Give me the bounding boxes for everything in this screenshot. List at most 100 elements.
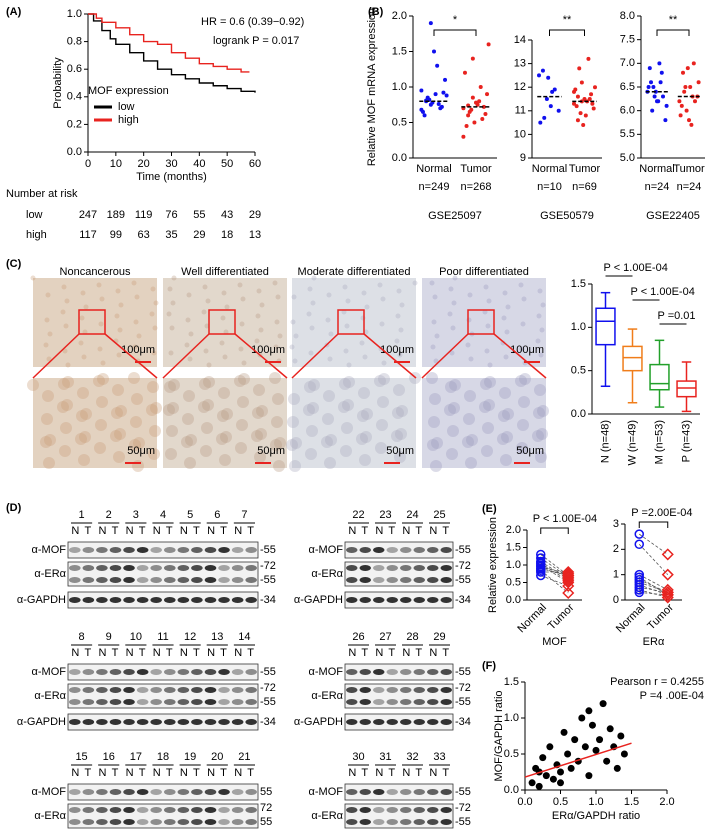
ihc-texture (62, 376, 74, 388)
ihc-texture (396, 288, 402, 294)
lane-number: 1 (79, 509, 85, 521)
mw-marker: -55 (455, 786, 471, 798)
blot-band (109, 547, 122, 553)
ihc-texture (434, 333, 440, 339)
lane-sub: T (415, 525, 422, 537)
lane-sub: T (139, 525, 146, 537)
blot-band (177, 699, 190, 705)
blot-band (164, 819, 176, 825)
blot-band (413, 577, 425, 583)
ihc-texture (221, 408, 233, 420)
ihc-texture (480, 378, 492, 390)
lane-number: 11 (157, 631, 168, 643)
ihc-texture (339, 378, 351, 390)
y-tick-label: 0.8 (67, 36, 82, 48)
ihc-texture (171, 275, 177, 281)
lane-sub: N (153, 767, 161, 779)
scale-label: 50μm (257, 445, 285, 457)
lane-sub: N (429, 647, 437, 659)
blot-band (427, 597, 439, 603)
blot-band (440, 789, 452, 795)
ihc-texture (534, 384, 546, 396)
blot-band (191, 687, 203, 693)
lane-sub: N (402, 525, 410, 537)
ihc-texture (164, 381, 176, 393)
data-point (634, 539, 644, 550)
lane-sub: T (84, 647, 91, 659)
blot-band (150, 807, 162, 813)
lane-sub: T (361, 525, 368, 537)
ihc-texture (307, 402, 319, 414)
blot-band (346, 789, 358, 795)
ihc-texture (338, 401, 350, 413)
legend-label: high (118, 114, 139, 126)
lane-sub: T (193, 525, 200, 537)
category-label: Normal (515, 602, 549, 636)
blot-band (136, 577, 149, 583)
ihc-texture (202, 284, 208, 290)
ihc-texture (310, 300, 316, 306)
ihc-texture (287, 416, 299, 428)
blot-frame (67, 683, 259, 709)
ihc-texture (275, 294, 281, 300)
p-value: P < 1.00E-04 (604, 262, 668, 274)
panel-label: (A) (6, 6, 22, 18)
blot-band (346, 547, 358, 553)
ihc-texture (117, 327, 123, 333)
blot-band (109, 577, 122, 583)
mw-marker: -72 (455, 560, 471, 572)
ihc-texture (93, 375, 105, 387)
ihc-texture (153, 300, 159, 306)
data-point (439, 104, 444, 109)
blot-band (413, 547, 425, 553)
blot-band (427, 577, 439, 583)
group-n: n=268 (461, 181, 492, 193)
ihc-texture (113, 451, 125, 463)
ihc-texture (532, 430, 544, 442)
ihc-texture (451, 300, 457, 306)
blot-band (204, 687, 217, 693)
category-label: Tumor (673, 163, 705, 175)
lane-number: 33 (433, 751, 445, 763)
blot-band (69, 565, 81, 571)
mw-marker: -55 (260, 696, 276, 708)
ihc-texture (133, 319, 139, 325)
data-point (436, 102, 441, 107)
y-tick-label: 3 (613, 518, 619, 530)
ihc-texture (450, 325, 456, 331)
data-point (556, 108, 561, 113)
ihc-texture (427, 439, 439, 451)
data-point (422, 113, 427, 118)
ihc-texture (377, 396, 389, 408)
data-point (562, 567, 575, 580)
data-point (536, 562, 546, 572)
survival-curve (88, 13, 250, 73)
data-point (634, 587, 644, 598)
blot-band (164, 597, 176, 603)
ihc-texture (170, 300, 176, 306)
panel-label: (F) (482, 660, 496, 672)
blot-band (123, 597, 135, 603)
blot-band (109, 597, 122, 603)
ihc-texture (44, 317, 50, 323)
lane-number: 8 (79, 631, 85, 643)
data-point (535, 782, 543, 790)
data-point (552, 87, 557, 92)
lane-number: 24 (406, 509, 418, 521)
blot-band (69, 687, 81, 693)
ihc-texture (254, 338, 260, 344)
blot-band (164, 789, 176, 795)
data-point (557, 768, 564, 776)
mw-marker: -72 (260, 682, 276, 694)
ihc-texture (100, 360, 106, 366)
data-point (647, 66, 652, 71)
ihc-texture (131, 393, 143, 405)
ihc-texture (221, 290, 227, 296)
ihc-texture (64, 298, 70, 304)
data-point (539, 754, 547, 762)
ihc-texture (184, 342, 190, 348)
lane-sub: T (84, 767, 91, 779)
blot-band (164, 699, 176, 705)
ihc-texture (115, 288, 121, 294)
ihc-texture (114, 428, 126, 440)
